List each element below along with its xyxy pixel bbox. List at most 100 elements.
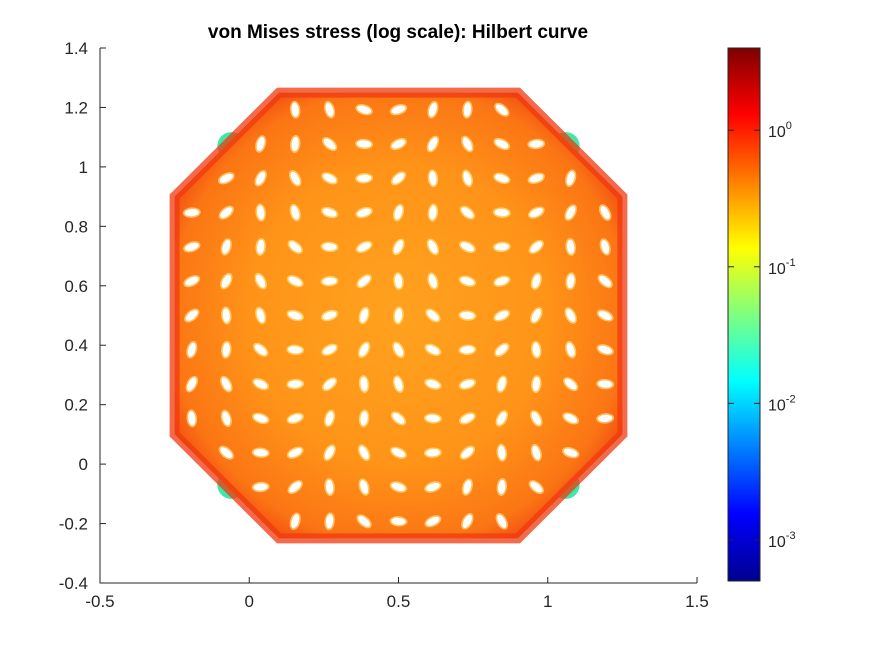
- hole: [599, 275, 612, 287]
- hole: [462, 514, 473, 528]
- hole: [356, 174, 372, 182]
- hole: [495, 139, 509, 149]
- hole: [494, 174, 509, 183]
- hole: [564, 378, 577, 390]
- hole: [463, 102, 472, 117]
- hole: [425, 380, 440, 389]
- y-tick-label: 0.2: [64, 396, 88, 415]
- x-tick-label: -0.5: [85, 592, 114, 611]
- hole: [566, 308, 576, 323]
- hole: [394, 205, 403, 220]
- y-tick-label: 0.8: [64, 217, 88, 236]
- hole: [391, 482, 406, 492]
- hole: [391, 105, 406, 114]
- hole: [531, 308, 541, 323]
- hole: [221, 377, 231, 391]
- colorbar-tick-label: 100: [768, 120, 792, 141]
- hole: [257, 239, 265, 255]
- hole: [185, 276, 199, 286]
- hole: [187, 342, 196, 357]
- stress-field: [169, 87, 628, 544]
- hole: [494, 277, 509, 286]
- hole: [288, 346, 303, 354]
- x-axis-ticks: -0.5 0 0.5 1 1.5: [85, 577, 709, 611]
- hole: [291, 514, 300, 529]
- hole: [325, 411, 334, 426]
- hole: [394, 274, 403, 289]
- hole: [322, 173, 337, 183]
- colorbar-tick-label: 10-3: [768, 530, 796, 551]
- hole: [221, 274, 231, 288]
- hole: [460, 413, 475, 423]
- hole: [288, 380, 303, 388]
- hole: [222, 308, 230, 323]
- hole: [184, 242, 199, 251]
- hole: [222, 239, 231, 254]
- hole: [324, 446, 335, 460]
- hole: [392, 413, 405, 424]
- y-tick-label: 1.4: [64, 39, 88, 58]
- hole: [322, 311, 337, 320]
- hole: [325, 102, 334, 117]
- hole: [322, 243, 337, 251]
- hole: [291, 136, 299, 152]
- hole: [598, 414, 613, 423]
- hole: [356, 140, 372, 148]
- hole: [463, 480, 472, 494]
- hole: [391, 139, 406, 149]
- colorbar: 10-3 10-2 10-1 100: [727, 47, 796, 582]
- hole: [359, 446, 369, 460]
- hole: [185, 310, 198, 321]
- hole: [532, 274, 541, 289]
- hole: [498, 479, 506, 495]
- y-tick-label: -0.4: [59, 574, 88, 593]
- hole: [394, 308, 403, 323]
- hole: [428, 240, 438, 254]
- hole: [253, 449, 268, 457]
- hole: [184, 208, 199, 217]
- hole: [429, 171, 437, 186]
- hole: [428, 102, 437, 117]
- hole: [291, 102, 299, 117]
- hole: [601, 239, 610, 254]
- hole: [357, 105, 372, 114]
- hole: [254, 379, 268, 389]
- y-tick-label: -0.2: [59, 515, 88, 534]
- hole: [360, 308, 369, 323]
- hole: [391, 517, 406, 525]
- hole: [563, 448, 578, 457]
- hole: [357, 208, 372, 217]
- hole: [256, 137, 265, 151]
- hole: [462, 137, 473, 151]
- hole: [566, 171, 575, 186]
- hole: [498, 445, 506, 460]
- x-tick-label: 0.5: [387, 592, 411, 611]
- hole: [288, 276, 302, 286]
- hole: [358, 275, 371, 287]
- hole: [495, 104, 508, 116]
- hole: [426, 310, 439, 321]
- hole: [358, 515, 371, 527]
- hole: [529, 208, 543, 218]
- hole: [360, 480, 369, 494]
- hole: [460, 242, 475, 252]
- hole: [220, 447, 233, 459]
- hole: [359, 343, 369, 357]
- hole: [425, 449, 441, 457]
- hole: [323, 378, 336, 390]
- x-tick-label: 1.5: [685, 592, 709, 611]
- y-axis-ticks: -0.4 -0.2 0 0.2 0.4 0.6 0.8 1 1.2 1.4: [59, 39, 106, 593]
- y-tick-label: 1.2: [64, 98, 88, 117]
- hole: [257, 205, 265, 220]
- hole: [567, 239, 575, 255]
- hole: [461, 447, 474, 459]
- hole: [256, 308, 265, 323]
- hole: [567, 274, 575, 289]
- hole: [360, 376, 368, 392]
- hole: [253, 483, 268, 491]
- colorbar-tick-label: 10-2: [768, 393, 796, 414]
- hole: [460, 311, 475, 320]
- hole: [288, 414, 303, 423]
- hole: [566, 206, 576, 220]
